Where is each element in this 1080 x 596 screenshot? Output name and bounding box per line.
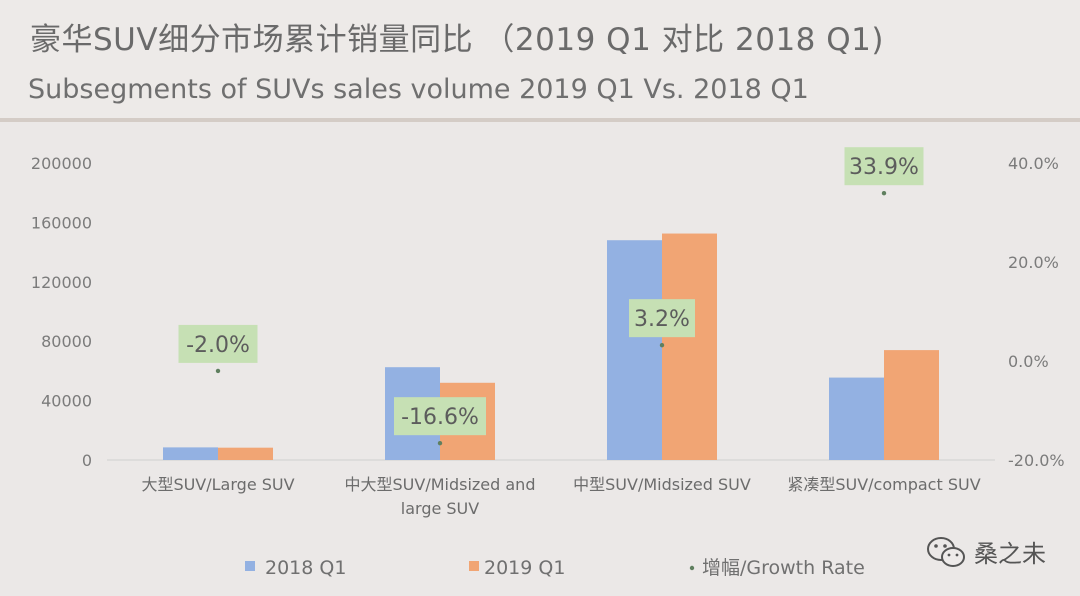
bar-2018-q1: [607, 240, 662, 460]
y-left-tick-label: 40000: [41, 392, 92, 411]
growth-point: [437, 440, 443, 446]
legend-marker-growth: [689, 565, 695, 571]
chart-title: 豪华SUV细分市场累计销量同比 （2019 Q1 对比 2018 Q1): [30, 22, 884, 58]
chart: 0 40000 80000 120000 160000 200000 -20.0% 0.0% 2…: [31, 147, 1065, 579]
y-right-tick-label: 0.0%: [1008, 352, 1049, 371]
growth-data-label: 33.9%: [849, 155, 919, 180]
header-divider: [0, 118, 1080, 122]
watermark-text: 桑之未: [974, 540, 1046, 568]
bar-2018-q1: [163, 447, 218, 460]
bar-2019-q1: [662, 233, 717, 460]
growth-data-label: 3.2%: [634, 307, 690, 332]
plot-area: 0 40000 80000 120000 160000 200000 -20.0% 0.0% 2…: [0, 122, 1080, 596]
growth-point: [215, 368, 221, 374]
growth-label-bg: [394, 397, 486, 436]
y-left-tick-label: 120000: [31, 273, 92, 292]
legend-label: 增幅/Growth Rate: [702, 557, 865, 579]
x-tick-label: 中大型SUV/Midsized and: [345, 475, 536, 494]
legend-label: 2019 Q1: [484, 557, 565, 579]
growth-data-label: -2.0%: [186, 333, 250, 358]
legend-swatch-2019: [469, 561, 479, 571]
bar-2019-q1: [218, 447, 273, 460]
y-right-tick-label: 40.0%: [1008, 154, 1059, 173]
watermark: 桑之未: [926, 534, 1046, 569]
bar-2018-q1: [829, 377, 884, 460]
bar-2019-q1: [884, 350, 939, 460]
y-left-tick-label: 200000: [31, 154, 92, 173]
x-tick-label: large SUV: [401, 499, 480, 518]
legend-swatch-2018: [245, 561, 255, 571]
y-right-tick-label: -20.0%: [1008, 451, 1065, 470]
header: 豪华SUV细分市场累计销量同比 （2019 Q1 对比 2018 Q1) Sub…: [0, 0, 1080, 118]
y-right-tick-label: 20.0%: [1008, 253, 1059, 272]
x-tick-label: 中型SUV/Midsized SUV: [573, 475, 751, 494]
x-tick-label: 大型SUV/Large SUV: [141, 475, 294, 494]
wechat-icon: [927, 536, 965, 567]
y-left-tick-label: 0: [82, 451, 92, 470]
growth-label-bg: [178, 324, 258, 363]
y-left-tick-label: 160000: [31, 213, 92, 232]
y-left-tick-label: 80000: [41, 332, 92, 351]
growth-label-bg: [629, 299, 695, 338]
legend-label: 2018 Q1: [265, 557, 346, 579]
growth-label-bg: [844, 147, 924, 186]
growth-data-label: -16.6%: [401, 405, 479, 430]
x-tick-label: 紧凑型SUV/compact SUV: [787, 475, 980, 494]
chart-subtitle: Subsegments of SUVs sales volume 2019 Q1…: [28, 74, 809, 105]
growth-point: [881, 190, 887, 196]
growth-point: [659, 342, 665, 348]
